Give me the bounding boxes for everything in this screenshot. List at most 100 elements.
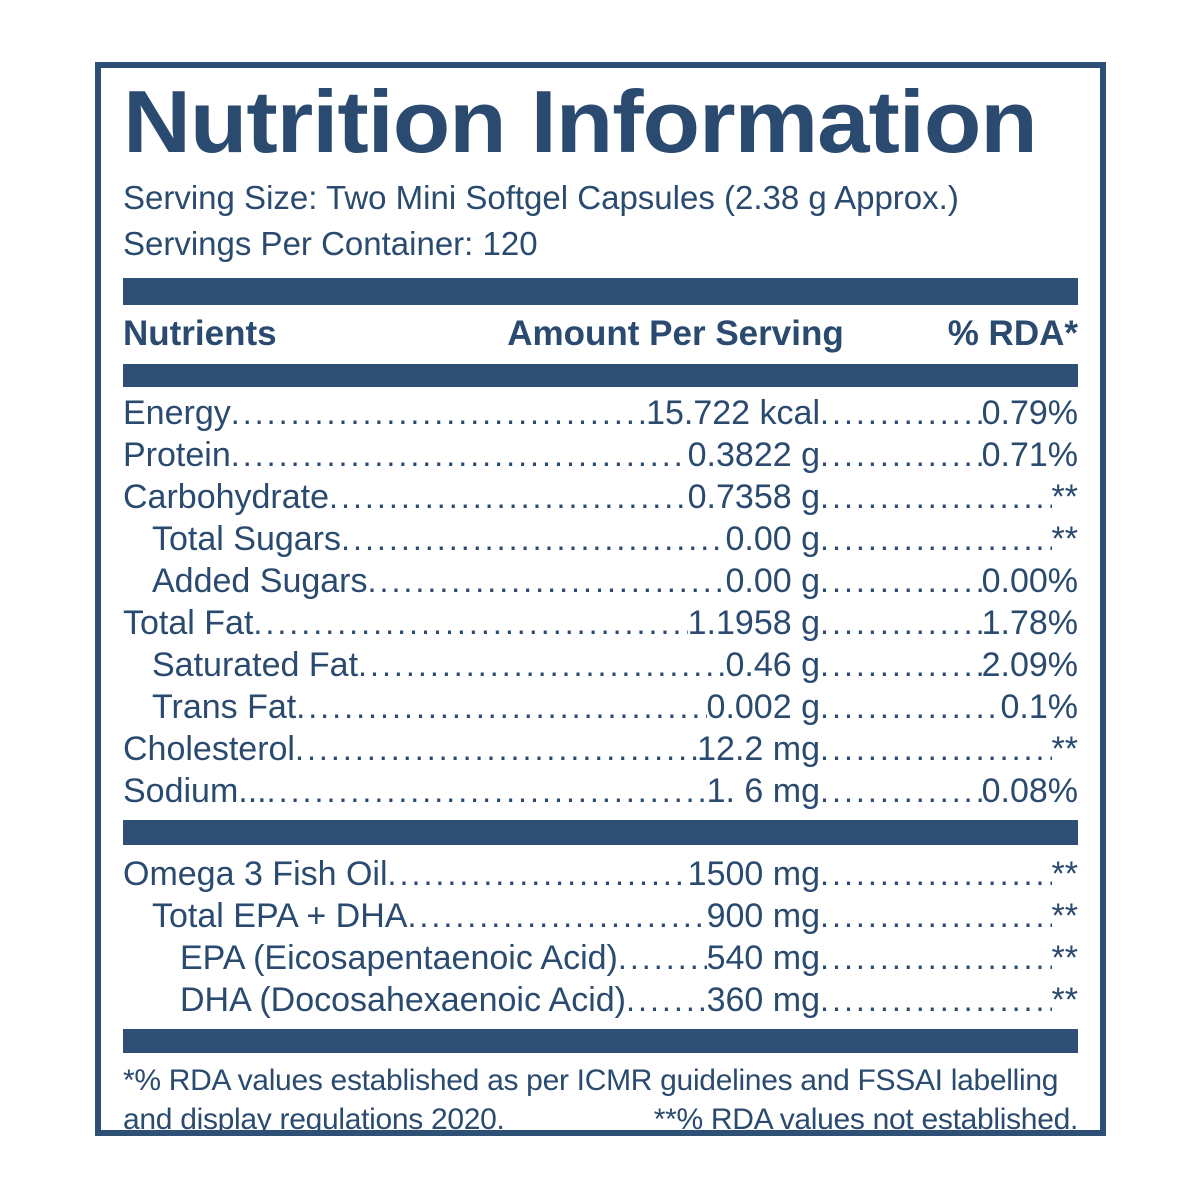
divider-bar-header <box>123 364 1078 387</box>
omega-table: Omega 3 Fish Oil 1500 mg ** Total EPA + D… <box>123 845 1078 1021</box>
nutrient-rda: 0.08% <box>981 772 1078 810</box>
table-row-energy: Energy 15.722 kcal 0.79% <box>123 392 1078 434</box>
nutrient-amount: 360 mg <box>706 981 820 1019</box>
servings-per-container-text: Servings Per Container: 120 <box>123 225 538 262</box>
dot-leader <box>820 434 982 476</box>
footnote: *% RDA values established as per ICMR gu… <box>123 1061 1079 1136</box>
nutrient-rda: ** <box>1051 981 1078 1019</box>
table-row-epa: EPA (Eicosapentaenoic Acid) 540 mg ** <box>123 937 1078 979</box>
dot-leader <box>388 853 688 895</box>
dot-leader <box>820 560 982 602</box>
nutrient-name: Total Sugars <box>152 520 341 558</box>
nutrient-name: Protein <box>123 436 231 474</box>
nutrient-name: Cholesterol <box>123 730 295 768</box>
nutrient-rda: 0.1% <box>1000 688 1079 726</box>
nutrient-rda: ** <box>1051 855 1078 893</box>
nutrient-rda: 0.79% <box>981 394 1078 432</box>
dot-leader <box>341 518 725 560</box>
column-header-rda: % RDA* <box>947 314 1078 353</box>
dot-leader <box>820 392 982 434</box>
table-row-cholesterol: Cholesterol 12.2 mg ** <box>123 728 1078 770</box>
table-row-sodium: Sodium... 1. 6 mg 0.08% <box>123 770 1078 812</box>
nutrient-amount: 900 mg <box>706 897 820 935</box>
nutrient-name: DHA (Docosahexaenoic Acid) <box>180 981 627 1019</box>
nutrient-amount: 0.002 g <box>706 688 820 726</box>
nutrient-amount: 15.722 kcal <box>646 394 820 432</box>
table-row-total-fat: Total Fat 1.1958 g 1.78% <box>123 602 1078 644</box>
nutrient-rda: ** <box>1051 478 1078 516</box>
nutrient-amount: 540 mg <box>706 939 820 977</box>
dot-leader <box>820 770 982 812</box>
nutrient-rda: 1.78% <box>981 604 1078 642</box>
nutrient-name: Total Fat <box>123 604 254 642</box>
nutrient-amount: 0.7358 g <box>687 478 820 516</box>
dot-leader <box>820 476 1052 518</box>
nutrient-amount: 0.3822 g <box>687 436 820 474</box>
dot-leader <box>820 853 1052 895</box>
dot-leader <box>820 518 1052 560</box>
dot-leader <box>407 895 706 937</box>
nutrient-amount: 12.2 mg <box>697 730 820 768</box>
nutrient-amount: 1.1958 g <box>687 604 820 642</box>
table-row-saturated-fat: Saturated Fat 0.46 g 2.09% <box>123 644 1078 686</box>
divider-bar-top <box>123 278 1078 305</box>
footnote-line2-right: **% RDA values not established. <box>653 1103 1079 1136</box>
dot-leader <box>368 560 726 602</box>
table-row-added-sugars: Added Sugars 0.00 g 0.00% <box>123 560 1078 602</box>
dot-leader <box>296 686 706 728</box>
footnote-line2: and display regulations 2020. **% RDA va… <box>123 1100 1079 1136</box>
table-row-total-epa-dha: Total EPA + DHA 900 mg ** <box>123 895 1078 937</box>
table-row-omega-3-fish-oil: Omega 3 Fish Oil 1500 mg ** <box>123 853 1078 895</box>
table-row-trans-fat: Trans Fat 0.002 g 0.1% <box>123 686 1078 728</box>
table-row-protein: Protein 0.3822 g 0.71% <box>123 434 1078 476</box>
dot-leader <box>618 937 707 979</box>
table-row-dha: DHA (Docosahexaenoic Acid) 360 mg ** <box>123 979 1078 1021</box>
dot-leader <box>267 770 707 812</box>
nutrient-name: Sodium... <box>123 772 267 810</box>
nutrient-amount: 1. 6 mg <box>706 772 820 810</box>
nutrient-name: Trans Fat <box>152 688 297 726</box>
dot-leader <box>820 979 1052 1021</box>
dot-leader <box>626 979 707 1021</box>
dot-leader <box>253 602 687 644</box>
dot-leader <box>231 434 688 476</box>
nutrients-table: Energy 15.722 kcal 0.79% Protein 0.3822 g … <box>123 387 1078 812</box>
dot-leader <box>820 686 1001 728</box>
serving-size-text: Serving Size: Two Mini Softgel Capsules … <box>123 179 959 216</box>
nutrient-rda: 0.00% <box>981 562 1078 600</box>
divider-bar-footnote <box>123 1029 1078 1053</box>
table-header-row: Nutrients Amount Per Serving % RDA* <box>123 305 1078 364</box>
table-row-carbohydrate: Carbohydrate 0.7358 g ** <box>123 476 1078 518</box>
dot-leader <box>820 602 982 644</box>
nutrient-name: Carbohydrate <box>123 478 330 516</box>
nutrient-name: Added Sugars <box>152 562 368 600</box>
column-header-nutrients: Nutrients <box>123 314 277 353</box>
nutrient-amount: 0.46 g <box>725 646 820 684</box>
nutrient-name: Energy <box>123 394 231 432</box>
dot-leader <box>820 937 1052 979</box>
dot-leader <box>820 728 1052 770</box>
nutrient-rda: ** <box>1051 520 1078 558</box>
dot-leader <box>295 728 697 770</box>
dot-leader <box>329 476 688 518</box>
column-header-amount: Amount Per Serving <box>507 314 844 353</box>
nutrient-name: Total EPA + DHA <box>152 897 408 935</box>
nutrient-rda: ** <box>1051 730 1078 768</box>
footnote-line2-left: and display regulations 2020. <box>123 1103 505 1136</box>
dot-leader <box>820 895 1052 937</box>
nutrient-amount: 0.00 g <box>725 562 820 600</box>
dot-leader <box>231 392 646 434</box>
nutrition-label: Nutrition Information Serving Size: Two … <box>95 62 1106 1136</box>
nutrient-rda: ** <box>1051 897 1078 935</box>
dot-leader <box>358 644 725 686</box>
nutrient-name: Omega 3 Fish Oil <box>123 855 388 893</box>
dot-leader <box>820 644 982 686</box>
divider-bar-omega <box>123 820 1078 845</box>
page-title: Nutrition Information <box>123 72 1038 171</box>
footnote-line1: *% RDA values established as per ICMR gu… <box>123 1064 1059 1097</box>
nutrient-amount: 1500 mg <box>687 855 820 893</box>
table-row-total-sugars: Total Sugars 0.00 g ** <box>123 518 1078 560</box>
nutrient-rda: 0.71% <box>981 436 1078 474</box>
nutrient-name: Saturated Fat <box>152 646 359 684</box>
nutrient-rda: 2.09% <box>981 646 1078 684</box>
